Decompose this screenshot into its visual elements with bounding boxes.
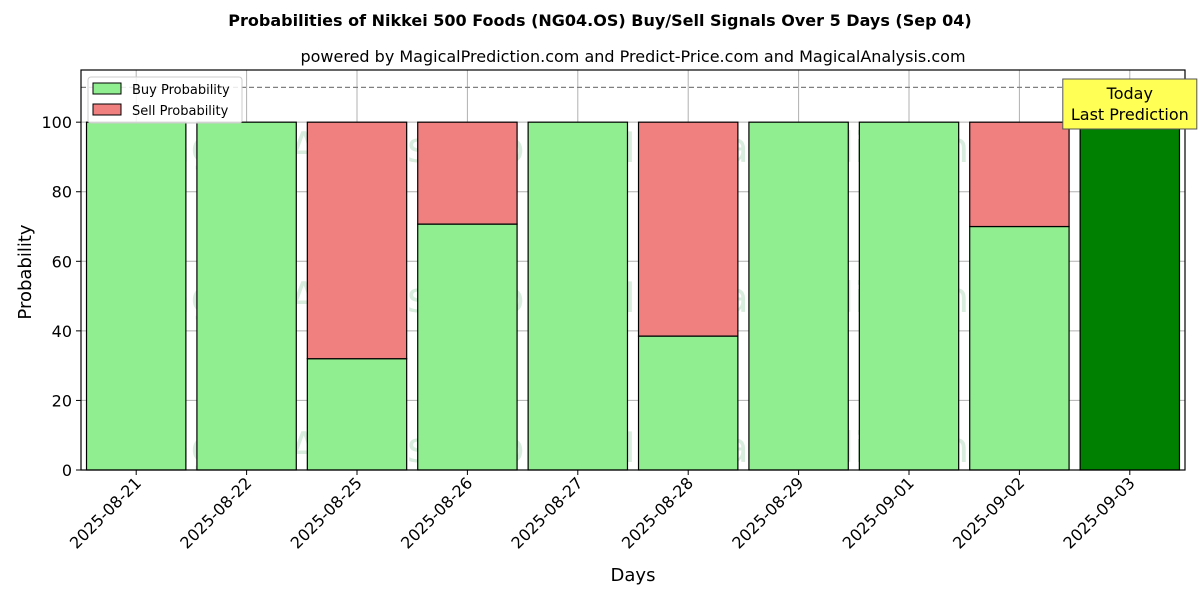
legend-swatch xyxy=(92,82,122,95)
x-tick-label: 2025-08-25 xyxy=(287,473,366,552)
buy-bar xyxy=(417,223,518,471)
buy-bar xyxy=(85,121,187,471)
x-tick-label: 2025-08-28 xyxy=(618,473,697,552)
buy-bar xyxy=(306,358,408,471)
buy-bar xyxy=(196,121,297,471)
legend-label: Sell Probability xyxy=(132,104,229,119)
legend-box xyxy=(87,76,243,124)
x-tick-label: 2025-08-22 xyxy=(176,473,255,552)
x-tick-label: 2025-08-21 xyxy=(66,473,145,552)
x-tick-label: 2025-09-02 xyxy=(949,473,1028,552)
sell-bar xyxy=(637,121,739,337)
annotation-box xyxy=(1062,78,1198,130)
y-tick-label: 40 xyxy=(52,322,72,341)
legend: Buy Probability Sell Probability xyxy=(87,76,243,124)
y-tick-label: 80 xyxy=(52,183,72,202)
sell-bar xyxy=(306,121,408,360)
buy-bar xyxy=(969,225,1070,471)
x-tick-label: 2025-09-03 xyxy=(1059,473,1138,552)
y-tick-label: 20 xyxy=(52,391,72,410)
buy-bar xyxy=(1079,121,1181,471)
y-axis: 0 20 40 60 80 100 xyxy=(41,69,1186,480)
x-tick-label: 2025-08-27 xyxy=(507,473,586,552)
buy-bar xyxy=(858,121,960,471)
today-annotation: Today Last Prediction xyxy=(1062,78,1198,130)
buy-bar xyxy=(637,335,739,471)
buy-bar xyxy=(527,121,629,471)
x-tick-label: 2025-08-26 xyxy=(397,473,476,552)
buy-bar xyxy=(748,121,849,471)
sell-bar xyxy=(417,121,518,225)
y-tick-label: 0 xyxy=(62,461,72,480)
y-tick-label: 100 xyxy=(41,113,72,132)
sell-bar xyxy=(969,121,1070,228)
annotation-line2: Last Prediction xyxy=(1071,105,1189,124)
legend-label: Buy Probability xyxy=(132,83,230,98)
x-axis: 2025-08-21 2025-08-22 2025-08-25 2025-08-26… xyxy=(66,470,1139,553)
bars xyxy=(81,86,1185,471)
chart-subtitle: powered by MagicalPrediction.com and Pre… xyxy=(300,47,965,66)
x-tick-label: 2025-09-01 xyxy=(839,473,918,552)
annotation-line1: Today xyxy=(1106,84,1153,103)
y-tick-label: 60 xyxy=(52,252,72,271)
plot-frame xyxy=(80,69,1186,471)
chart-title: Probabilities of Nikkei 500 Foods (NG04.… xyxy=(228,11,971,30)
legend-swatch xyxy=(92,103,122,116)
x-tick-label: 2025-08-29 xyxy=(728,473,807,552)
y-axis-label: Probability xyxy=(15,224,36,319)
x-axis-label: Days xyxy=(611,565,656,586)
